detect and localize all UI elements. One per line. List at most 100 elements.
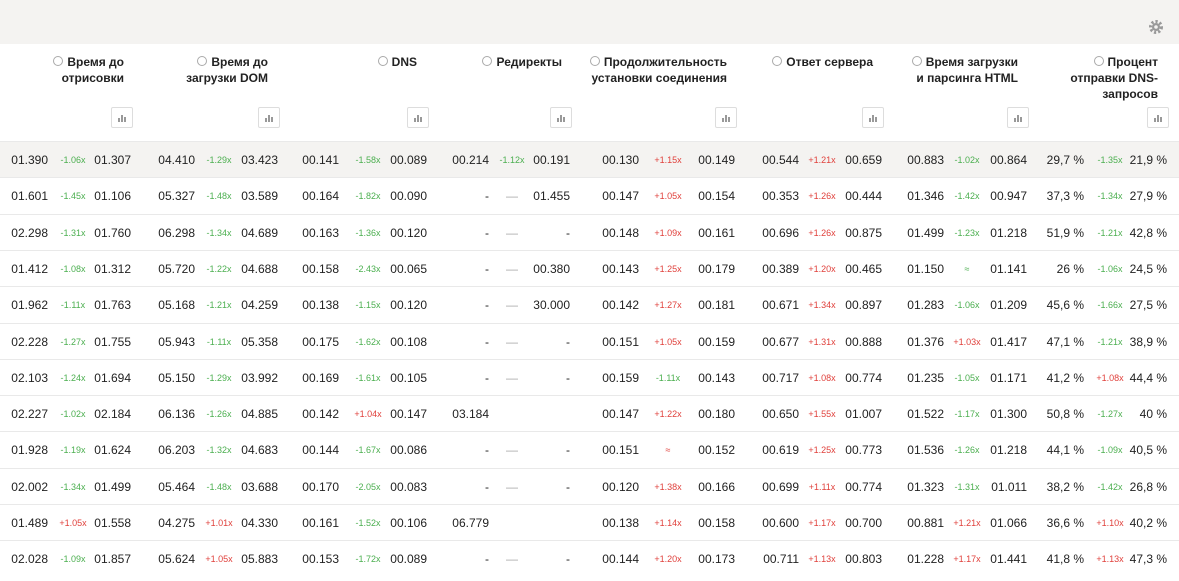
header-text: Процент отправки DNS- запросов xyxy=(1070,55,1158,101)
help-icon[interactable] xyxy=(53,56,64,66)
table-row[interactable]: 01.601 -1.45x 01.106 05.327 -1.48x 03.589 00.1… xyxy=(0,177,1179,215)
chart-button[interactable] xyxy=(111,107,133,128)
change-ratio: -1.06x xyxy=(1097,263,1123,274)
table-row[interactable]: 02.028 -1.09x 01.857 05.624 +1.05x 05.883 00.1… xyxy=(0,540,1179,578)
value-before: 00.159 xyxy=(602,370,639,385)
help-icon[interactable] xyxy=(1093,56,1104,66)
value-before: 50,8 % xyxy=(1046,407,1084,422)
help-icon[interactable] xyxy=(197,56,208,66)
change-ratio: — xyxy=(506,370,518,385)
value-after: 00.864 xyxy=(990,153,1027,167)
change-ratio: — xyxy=(506,479,518,494)
value-before: - xyxy=(485,261,489,276)
change-ratio: +1.17x xyxy=(953,554,981,565)
value-before: 01.235 xyxy=(907,370,944,385)
value-after: 42,8 % xyxy=(1129,225,1167,240)
column-header[interactable]: Ответ сервера xyxy=(723,54,873,70)
value-before: 03.184 xyxy=(452,407,489,422)
chart-button[interactable] xyxy=(715,107,737,128)
table-row[interactable]: 01.412 -1.08x 01.312 05.720 -1.22x 04.688 00.1… xyxy=(0,249,1179,287)
value-after: 00.897 xyxy=(845,298,882,313)
chart-button[interactable] xyxy=(1007,107,1029,128)
change-ratio: +1.05x xyxy=(59,518,87,528)
change-ratio: -1.02x xyxy=(954,155,980,165)
value-after: 30.000 xyxy=(533,298,570,313)
help-icon[interactable] xyxy=(772,56,783,66)
value-after: 26,8 % xyxy=(1129,479,1167,494)
value-before: - xyxy=(485,189,489,204)
column-header[interactable]: DNS xyxy=(267,54,417,70)
table-row[interactable]: 01.489 +1.05x 01.558 04.275 +1.01x 04.330 00.1… xyxy=(0,504,1179,541)
value-after: 01.558 xyxy=(94,516,131,530)
value-before: 01.499 xyxy=(907,225,944,240)
value-after: 00.773 xyxy=(845,443,882,458)
column-header[interactable]: Время до отрисовки xyxy=(0,54,124,86)
value-after: 01.755 xyxy=(94,334,131,349)
value-before: 00.214 xyxy=(452,153,489,167)
change-ratio: -1.66x xyxy=(1097,300,1123,311)
value-before: 45,6 % xyxy=(1046,298,1084,313)
value-after: 00.161 xyxy=(698,225,735,240)
chart-button[interactable] xyxy=(258,107,280,128)
value-before: 01.928 xyxy=(11,443,48,458)
chart-button[interactable] xyxy=(550,107,572,128)
value-after: 00.159 xyxy=(698,334,735,349)
change-ratio: -1.58x xyxy=(355,155,381,165)
chart-button[interactable] xyxy=(407,107,429,128)
value-before: 00.142 xyxy=(602,298,639,313)
column-header[interactable]: Время загрузки и парсинга HTML xyxy=(868,54,1018,86)
change-ratio: -1.05x xyxy=(954,372,980,383)
help-icon[interactable] xyxy=(589,56,600,66)
table-row[interactable]: 01.390 -1.06x 01.307 04.410 -1.29x 03.423 00.1… xyxy=(0,141,1179,178)
value-before: 41,2 % xyxy=(1046,370,1084,385)
value-before: 00.144 xyxy=(602,552,639,567)
table-row[interactable]: 02.103 -1.24x 01.694 05.150 -1.29x 03.992 00.1… xyxy=(0,358,1179,396)
change-ratio: -1.52x xyxy=(355,518,381,528)
change-ratio: -1.34x xyxy=(1097,191,1123,202)
value-before: 05.720 xyxy=(158,261,195,276)
value-before: 02.103 xyxy=(11,370,48,385)
value-after: 04.259 xyxy=(241,298,278,313)
column-header[interactable]: Время до загрузки DOM xyxy=(118,54,268,86)
value-before: 00.650 xyxy=(762,407,799,422)
change-ratio: -1.23x xyxy=(954,227,980,238)
help-icon[interactable] xyxy=(911,56,922,66)
change-ratio: — xyxy=(506,443,518,458)
value-before: - xyxy=(485,298,489,313)
value-after: 00.803 xyxy=(845,552,882,567)
value-before: 38,2 % xyxy=(1046,479,1084,494)
value-after: 00.947 xyxy=(990,189,1027,204)
value-before: 05.624 xyxy=(158,552,195,567)
table-row[interactable]: 02.002 -1.34x 01.499 05.464 -1.48x 03.688 00.1… xyxy=(0,467,1179,505)
value-before: 01.962 xyxy=(11,298,48,313)
change-ratio: -1.42x xyxy=(954,191,980,202)
column-header[interactable]: Продолжительность установки соединения xyxy=(577,54,727,86)
value-after: 00.774 xyxy=(845,479,882,494)
change-ratio: -1.09x xyxy=(60,554,86,565)
value-after: 00.152 xyxy=(698,443,735,458)
value-after: 00.089 xyxy=(390,153,427,167)
table-row[interactable]: 02.228 -1.27x 01.755 05.943 -1.11x 05.358 00.1… xyxy=(0,322,1179,360)
change-ratio: -1.15x xyxy=(355,300,381,311)
value-before: 04.275 xyxy=(158,516,195,530)
value-before: 06.298 xyxy=(158,225,195,240)
column-header[interactable]: Процент отправки DNS- запросов xyxy=(1008,54,1158,102)
value-after: 04.683 xyxy=(241,443,278,458)
value-after: 40,2 % xyxy=(1129,516,1167,530)
table-row[interactable]: 02.298 -1.31x 01.760 06.298 -1.34x 04.689 00.1… xyxy=(0,213,1179,251)
value-after: 00.179 xyxy=(698,261,735,276)
table-row[interactable]: 01.962 -1.11x 01.763 05.168 -1.21x 04.259 00.1… xyxy=(0,286,1179,324)
settings-icon[interactable] xyxy=(1148,19,1164,35)
value-before: 00.711 xyxy=(763,552,799,567)
help-icon[interactable] xyxy=(482,56,493,66)
chart-button[interactable] xyxy=(862,107,884,128)
change-ratio: -1.11x xyxy=(206,336,232,347)
value-after: 00.149 xyxy=(698,153,735,167)
table-row[interactable]: 02.227 -1.02x 02.184 06.136 -1.26x 04.885 00.1… xyxy=(0,395,1179,433)
help-icon[interactable] xyxy=(377,56,388,66)
value-before: 00.717 xyxy=(762,370,799,385)
column-header[interactable]: Редиректы xyxy=(412,54,562,70)
table-row[interactable]: 01.928 -1.19x 01.624 06.203 -1.32x 04.683 00.1… xyxy=(0,431,1179,469)
chart-button[interactable] xyxy=(1147,107,1169,128)
value-after: 03.992 xyxy=(241,370,278,385)
